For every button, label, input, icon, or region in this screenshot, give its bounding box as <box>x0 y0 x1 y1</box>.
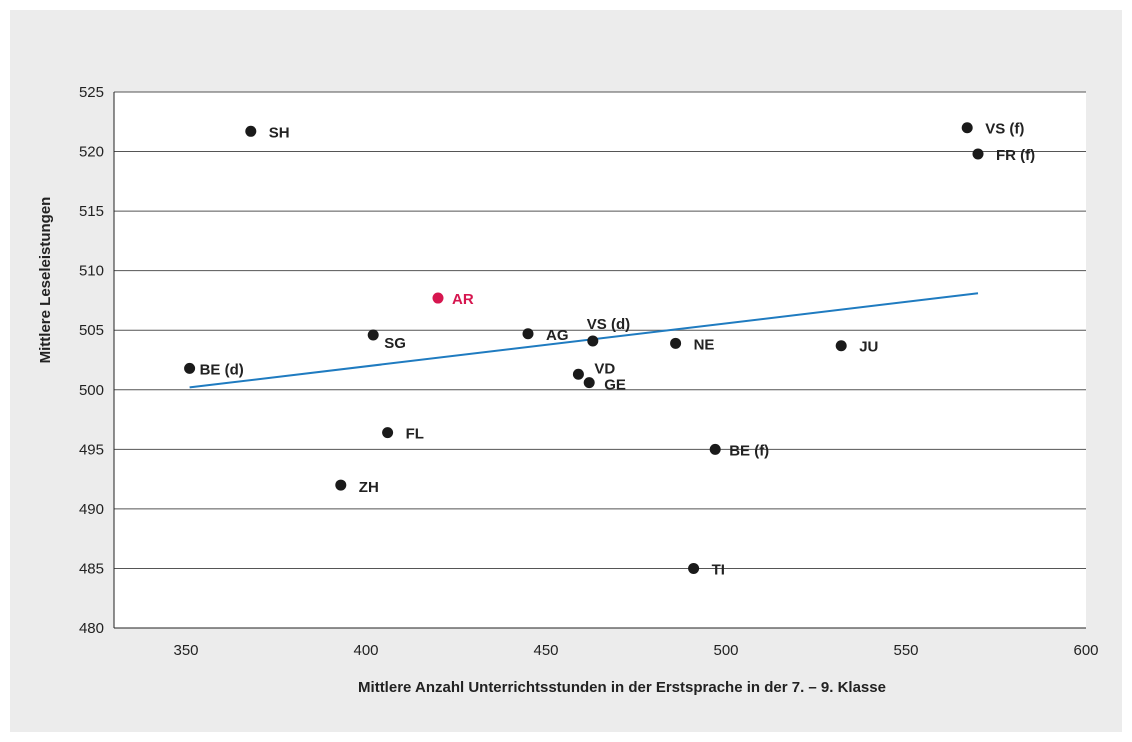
y-tick-labels: 480 485 490 495 500 505 510 515 520 525 <box>79 84 104 637</box>
point-be-f <box>709 443 721 455</box>
point-sh <box>245 125 257 137</box>
plot-background <box>114 92 1086 628</box>
point-label-zh: ZH <box>359 479 379 496</box>
trendline <box>189 292 979 389</box>
x-tick-label-450: 450 <box>533 642 558 659</box>
point-label-fr-f: FR (f) <box>996 147 1035 164</box>
point-label-ar: AR <box>452 291 474 308</box>
point-label-vs-f: VS (f) <box>985 121 1024 138</box>
y-tick-label-510: 510 <box>79 263 104 280</box>
y-tick-label-520: 520 <box>79 144 104 161</box>
x-tick-label-350: 350 <box>173 642 198 659</box>
point-ne <box>670 337 682 349</box>
point-ag <box>522 328 534 340</box>
point-label-sh: SH <box>269 124 290 141</box>
y-tick-label-525: 525 <box>79 84 104 101</box>
point-sg <box>367 329 379 341</box>
point-label-sg: SG <box>384 335 406 352</box>
point-ti <box>688 562 700 574</box>
point-label-vd: VD <box>594 360 615 377</box>
grid-lines <box>114 91 1086 628</box>
x-tick-label-400: 400 <box>353 642 378 659</box>
axes <box>113 92 1086 629</box>
y-tick-label-495: 495 <box>79 441 104 458</box>
y-tick-label-490: 490 <box>79 501 104 518</box>
point-vd <box>572 368 584 380</box>
x-tick-label-550: 550 <box>893 642 918 659</box>
point-label-vs-d: VS (d) <box>587 316 630 333</box>
y-axis-title: Mittlere Leseleistungen <box>37 197 54 364</box>
point-vs-d <box>587 335 599 347</box>
point-ge <box>583 377 595 389</box>
scatter-chart: 480 485 490 495 500 505 510 515 520 525 350 400 450… <box>37 84 1099 696</box>
point-fr-f <box>972 148 984 160</box>
point-label-ju: JU <box>859 339 878 356</box>
point-label-be-f: BE (f) <box>729 442 769 459</box>
point-label-ag: AG <box>546 327 569 344</box>
x-tick-labels: 350 400 450 500 550 600 <box>173 642 1098 659</box>
point-label-ge: GE <box>604 377 626 394</box>
point-be-d <box>184 362 196 374</box>
point-vs-f <box>961 122 973 134</box>
x-tick-label-500: 500 <box>713 642 738 659</box>
point-ar <box>432 292 444 304</box>
y-tick-label-515: 515 <box>79 203 104 220</box>
y-tick-label-505: 505 <box>79 322 104 339</box>
y-tick-label-480: 480 <box>79 620 104 637</box>
trendline-group <box>189 292 979 389</box>
point-label-ne: NE <box>694 336 715 353</box>
point-label-fl: FL <box>406 426 424 443</box>
y-tick-label-485: 485 <box>79 560 104 577</box>
x-tick-label-600: 600 <box>1073 642 1098 659</box>
chart-panel: 480 485 490 495 500 505 510 515 520 525 350 400 450… <box>10 10 1122 732</box>
point-fl <box>382 427 394 439</box>
y-tick-label-500: 500 <box>79 382 104 399</box>
point-label-be-d: BE (d) <box>200 361 244 378</box>
data-points: SH VS (f) FR (f) AR SG AG VS (d) NE JU BE (d) VDGE… <box>184 121 1035 578</box>
x-axis-title: Mittlere Anzahl Unterrichtsstunden in de… <box>358 679 886 696</box>
point-ju <box>835 340 847 352</box>
point-zh <box>335 479 347 491</box>
point-label-ti: TI <box>712 561 725 578</box>
